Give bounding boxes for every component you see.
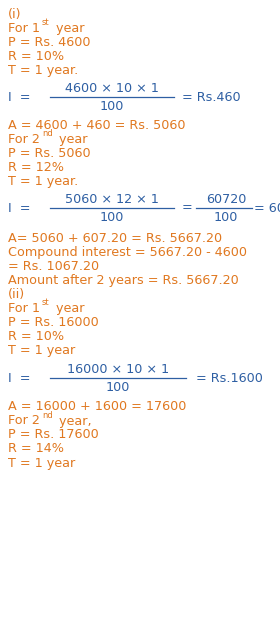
Text: A = 16000 + 1600 = 17600: A = 16000 + 1600 = 17600 bbox=[8, 401, 186, 413]
Text: P = Rs. 17600: P = Rs. 17600 bbox=[8, 428, 99, 442]
Text: 60720: 60720 bbox=[206, 193, 246, 205]
Text: For 1: For 1 bbox=[8, 21, 40, 35]
Text: = 607.20: = 607.20 bbox=[254, 202, 280, 214]
Text: st: st bbox=[42, 298, 50, 307]
Text: A= 5060 + 607.20 = Rs. 5667.20: A= 5060 + 607.20 = Rs. 5667.20 bbox=[8, 231, 222, 245]
Text: 4600 × 10 × 1: 4600 × 10 × 1 bbox=[65, 82, 159, 95]
Text: = Rs. 1067.20: = Rs. 1067.20 bbox=[8, 260, 99, 272]
Text: (i): (i) bbox=[8, 8, 22, 21]
Text: year: year bbox=[52, 21, 85, 35]
Text: R = 14%: R = 14% bbox=[8, 442, 64, 455]
Text: year: year bbox=[55, 133, 87, 146]
Text: year: year bbox=[52, 301, 85, 314]
Text: year,: year, bbox=[55, 415, 92, 428]
Text: T = 1 year.: T = 1 year. bbox=[8, 175, 78, 187]
Text: st: st bbox=[42, 17, 50, 26]
Text: (ii): (ii) bbox=[8, 287, 25, 301]
Text: T = 1 year: T = 1 year bbox=[8, 457, 75, 469]
Text: I  =: I = bbox=[8, 91, 31, 104]
Text: 5060 × 12 × 1: 5060 × 12 × 1 bbox=[65, 193, 159, 205]
Text: =: = bbox=[182, 202, 193, 214]
Text: nd: nd bbox=[42, 410, 53, 419]
Text: P = Rs. 5060: P = Rs. 5060 bbox=[8, 146, 91, 160]
Text: For 1: For 1 bbox=[8, 301, 40, 314]
Text: I  =: I = bbox=[8, 202, 31, 214]
Text: R = 12%: R = 12% bbox=[8, 160, 64, 173]
Text: nd: nd bbox=[42, 129, 53, 138]
Text: Amount after 2 years = Rs. 5667.20: Amount after 2 years = Rs. 5667.20 bbox=[8, 274, 239, 287]
Text: Compound interest = 5667.20 - 4600: Compound interest = 5667.20 - 4600 bbox=[8, 245, 247, 258]
Text: 100: 100 bbox=[214, 211, 238, 223]
Text: R = 10%: R = 10% bbox=[8, 50, 64, 62]
Text: I  =: I = bbox=[8, 372, 31, 384]
Text: P = Rs. 16000: P = Rs. 16000 bbox=[8, 316, 99, 328]
Text: 100: 100 bbox=[100, 100, 124, 113]
Text: = Rs.460: = Rs.460 bbox=[182, 91, 241, 104]
Text: 100: 100 bbox=[106, 381, 130, 393]
Text: For 2: For 2 bbox=[8, 415, 40, 428]
Text: 16000 × 10 × 1: 16000 × 10 × 1 bbox=[67, 363, 169, 375]
Text: For 2: For 2 bbox=[8, 133, 40, 146]
Text: A = 4600 + 460 = Rs. 5060: A = 4600 + 460 = Rs. 5060 bbox=[8, 118, 185, 131]
Text: 100: 100 bbox=[100, 211, 124, 223]
Text: P = Rs. 4600: P = Rs. 4600 bbox=[8, 35, 90, 48]
Text: T = 1 year.: T = 1 year. bbox=[8, 64, 78, 77]
Text: R = 10%: R = 10% bbox=[8, 330, 64, 343]
Text: T = 1 year: T = 1 year bbox=[8, 343, 75, 357]
Text: = Rs.1600: = Rs.1600 bbox=[196, 372, 263, 384]
